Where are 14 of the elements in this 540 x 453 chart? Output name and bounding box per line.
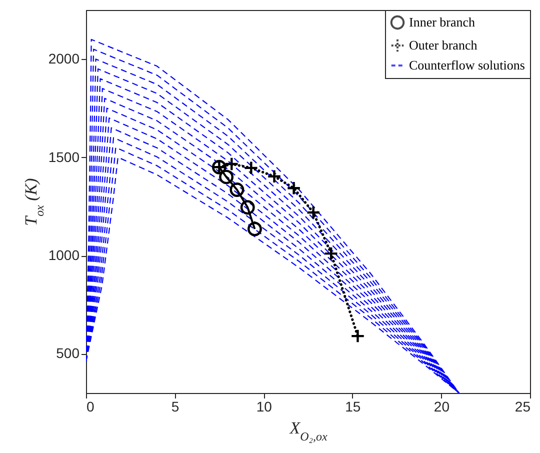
y-tick-label: 500 <box>56 345 80 362</box>
x-axis-title: X$_{O₂,ox}$ <box>288 418 328 444</box>
x-tick-label: 0 <box>86 398 94 414</box>
x-tick-label: 5 <box>171 398 180 414</box>
x-tick-label: 25 <box>514 398 531 414</box>
y-tick-label: 1000 <box>48 247 80 264</box>
legend-label: Outer branch <box>409 38 478 52</box>
x-tick-label: 20 <box>434 398 450 414</box>
x-tick-label: 15 <box>345 398 361 414</box>
legend-label: Counterflow solutions <box>409 58 525 72</box>
x-tick-label: 10 <box>256 398 272 414</box>
y-tick-label: 2000 <box>48 50 80 67</box>
y-tick-label: 1500 <box>48 148 80 165</box>
legend-label: Inner branch <box>409 14 476 30</box>
